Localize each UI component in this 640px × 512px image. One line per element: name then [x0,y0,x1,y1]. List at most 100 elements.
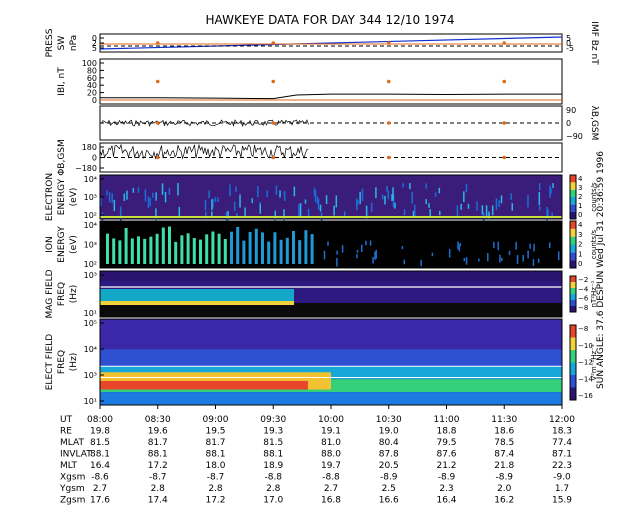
electron-burst [177,183,179,196]
electron-burst [235,186,237,192]
b-marker-dot [155,79,160,84]
table-cell: 09:00 [203,415,229,425]
ion-speck [420,259,422,267]
colorbar-step [570,236,576,245]
table-cell: 18.6 [494,427,514,437]
colorbar-ion: 4 3 21 0 counts/s [569,220,598,269]
colorbar-step [570,325,576,338]
electron-burst [251,198,253,204]
panel-mag: 10³ 10¹ MAG FIELD FREQ (Hz) [45,269,563,319]
b-left-tick-label: 20 [87,89,97,98]
table-cell: 87.6 [436,450,456,460]
table-cell: 88.1 [90,450,110,460]
lambda-marker-dot [502,121,507,125]
ion-burst [174,241,178,264]
elec-axis-label: FREQ [57,350,67,374]
electron-burst [126,190,128,200]
colorbar-tick-label: 3 [578,231,582,239]
phi-axis-label: ΦB,GSM [57,139,67,176]
electron-burst [313,187,316,197]
ion-burst [149,236,153,264]
electron-burst [498,200,500,208]
ion-speck [487,252,489,262]
electron-burst [467,203,470,209]
press-right-axis-label: IMF Bz nT [589,21,599,65]
electron-burst [425,183,427,189]
electron-burst [168,188,171,195]
press-marker-dot [502,41,507,45]
table-cell: 17.6 [90,496,110,506]
ion-burst [261,232,264,264]
ion-speck [508,250,511,256]
ion-speck [401,246,404,250]
colorbar-step [570,252,576,261]
electron-burst [211,211,213,218]
electron-burst [403,209,406,216]
electron-left-tick-label: 10⁴ [84,175,97,184]
electron-burst [456,205,459,217]
colorbar-frame [569,174,577,220]
table-cell: 88.1 [148,450,168,460]
ion-burst [217,233,221,264]
table-cell: 10:00 [318,415,344,425]
electron-burst [132,187,135,193]
electron-burst [208,190,210,199]
ion-speck [533,243,535,252]
electron-left-tick-label: 10² [84,211,97,220]
table-cell: 19.7 [321,461,341,471]
table-cell: -8.7 [207,473,225,483]
colorbar-unit: counts/s [590,229,598,259]
electron-burst [161,183,164,195]
ion-speck [431,252,434,257]
table-row-label: MLAT [60,438,84,448]
ion-burst [298,240,302,264]
side-note: SUN ANGLE: 37.6 DESPUN Wed Jul 31 20:36:… [596,151,606,389]
press-right-tick-label: 0 [566,39,571,48]
electron-burst [316,196,319,205]
electron-background [100,175,562,219]
table-row-label: Ygsm [59,484,85,494]
electron-burst [164,191,167,203]
table-row-label: INVLAT [60,450,92,460]
ion-speck [369,240,372,246]
table-cell: -8.8 [322,473,340,483]
press-marker-dot [386,41,391,45]
electron-burst [549,185,551,198]
table-cell: 2.7 [93,484,107,494]
table-cell: 17.2 [205,496,225,506]
electron-burst [386,187,388,192]
mag-axis-label: FREQ [57,282,67,306]
electron-burst [391,194,393,202]
colorbar-unit: nT²Hz⁻¹ [590,280,598,307]
electron-burst [119,206,122,221]
electron-burst [144,189,147,202]
elec-axis-label: (Hz) [69,353,79,372]
electron-burst [460,203,462,210]
electron-burst [239,194,241,208]
table-cell: 2.7 [324,484,338,494]
ion-speck [341,245,344,253]
colorbar-tick-label: 1 [578,202,582,210]
ion-speck [516,255,519,264]
colorbar-step [570,375,576,388]
table-cell: 81.5 [263,438,283,448]
phi-marker-dot [502,155,507,160]
electron-burst [233,201,236,212]
table-row-label: Xgsm [60,473,85,483]
colorbar-step [570,211,576,219]
press-axis-label: SW [57,36,67,51]
ion-speck [448,249,451,258]
lambda-right-tick-label: 90 [566,106,576,115]
electron-burst [465,183,468,193]
table-cell: 2.3 [439,484,453,494]
ion-speck [515,241,517,250]
ion-burst [310,234,314,264]
table-cell: 12:00 [549,415,575,425]
electron-burst [275,185,278,195]
table-cell: 17.2 [148,461,168,471]
elec-band [100,392,562,405]
phi-marker-dot [155,155,160,160]
press-right-tick-label: -5 [566,44,574,53]
